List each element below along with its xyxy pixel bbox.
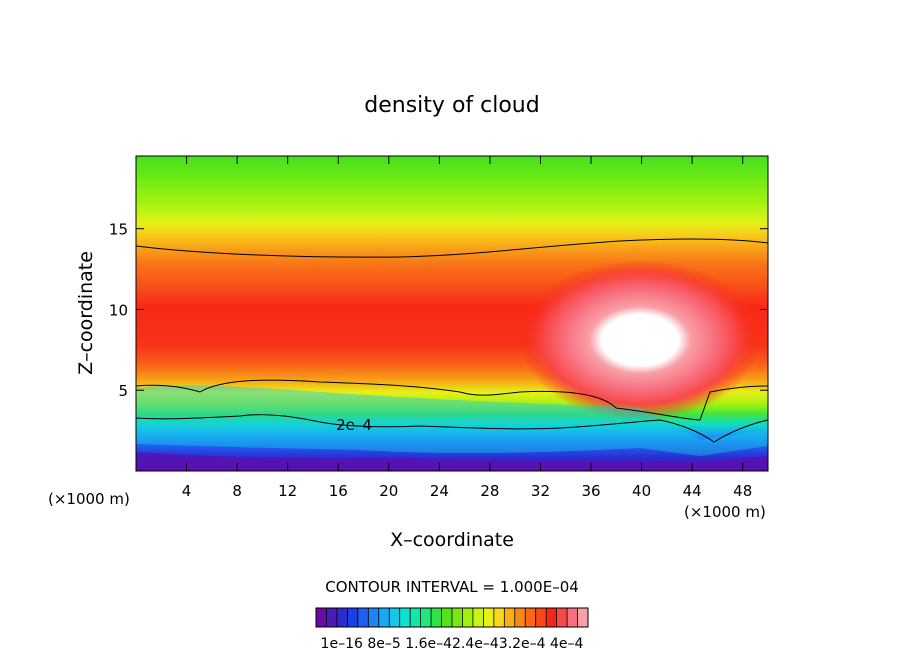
contour-lines: [136, 238, 768, 443]
colorbar-swatch: [472, 608, 484, 627]
colorbar-swatch: [577, 608, 589, 627]
x-tick-label: 32: [531, 482, 550, 500]
x-tick-label: 24: [430, 482, 449, 500]
colorbar-swatch: [326, 608, 338, 627]
y-tick-label: 15: [109, 221, 128, 239]
colorbar-swatch: [399, 608, 411, 627]
colorbar-labels: 1e–16 8e–5 1.6e–42.4e–43.2e–4 4e–4: [321, 636, 584, 652]
colorbar-swatch: [546, 608, 558, 627]
chart-title: density of cloud: [364, 93, 539, 118]
colorbar-swatch: [420, 608, 432, 627]
colorbar-swatch: [556, 608, 568, 627]
x-tick-label: 4: [182, 482, 192, 500]
colorbar-swatch: [462, 608, 474, 627]
x-tick-label: 36: [581, 482, 600, 500]
colorbar-swatch: [567, 608, 579, 627]
x-tick-label: 8: [232, 482, 242, 500]
colorbar-swatch: [410, 608, 422, 627]
x-unit-right: (×1000 m): [684, 503, 766, 521]
colorbar-frame: [315, 607, 589, 628]
colorbar-swatch: [431, 608, 443, 627]
contour-line-lower: [136, 414, 768, 443]
contour-fill-bottom-purple: [136, 452, 768, 471]
colorbar-swatch: [336, 608, 348, 627]
contour-interval: CONTOUR INTERVAL = 1.000E–04: [325, 578, 579, 596]
contour-line-middle: [136, 379, 768, 421]
contour-fill-shear-band: [136, 385, 768, 456]
y-ticks: 5 10 15: [109, 221, 768, 400]
colorbar-swatch: [378, 608, 390, 627]
colorbar-swatch: [389, 608, 401, 627]
colorbar-swatch: [514, 608, 526, 627]
contour-inline-label: 2e–4: [336, 416, 372, 434]
x-tick-label: 16: [329, 482, 348, 500]
colorbar-swatch: [347, 608, 359, 627]
colorbar-swatch: [357, 608, 369, 627]
x-tick-label: 20: [379, 482, 398, 500]
colorbar-swatch: [316, 608, 327, 627]
x-axis-label: X–coordinate: [390, 529, 514, 551]
x-tick-label: 12: [278, 482, 297, 500]
x-tick-label: 44: [683, 482, 702, 500]
x-tick-label: 28: [480, 482, 499, 500]
colorbar-swatch: [452, 608, 463, 627]
colorbar-swatch: [535, 608, 547, 627]
x-ticks: 4 8 12 16 20 24 28 32 36 40 44 48: [182, 156, 752, 500]
contour-fill-core: [520, 260, 760, 420]
colorbar-swatch: [441, 608, 453, 627]
colorbar: [315, 607, 589, 628]
x-tick-label: 40: [632, 482, 651, 500]
plot-frame: [135, 155, 769, 472]
colorbar-swatch: [483, 608, 495, 627]
y-tick-label: 10: [109, 301, 128, 319]
plot-area: [136, 156, 768, 471]
colorbar-swatch: [525, 608, 537, 627]
x-tick-label: 48: [733, 482, 752, 500]
contour-line-upper: [136, 238, 768, 258]
colorbar-swatch: [368, 608, 380, 627]
x-unit-left: (×1000 m): [48, 490, 130, 508]
colorbar-swatch: [493, 608, 505, 627]
y-axis-label: Z–coordinate: [75, 251, 97, 375]
y-tick-label: 5: [118, 382, 128, 400]
colorbar-swatch: [504, 608, 516, 627]
